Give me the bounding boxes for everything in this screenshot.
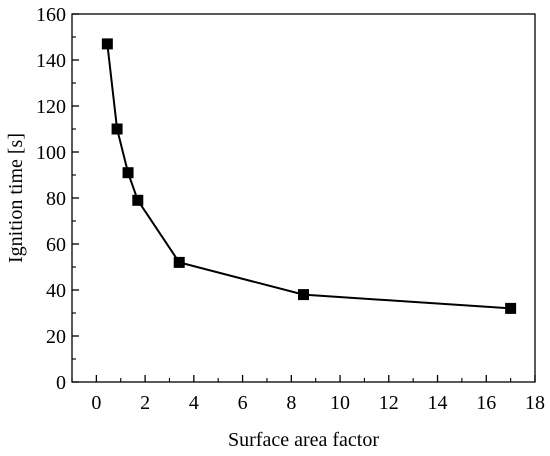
x-tick-label: 12 bbox=[379, 392, 399, 414]
y-axis-title: Ignition time [s] bbox=[5, 133, 27, 263]
x-tick-label: 8 bbox=[286, 392, 296, 414]
x-tick-label: 14 bbox=[428, 392, 448, 414]
data-point bbox=[132, 194, 144, 206]
y-tick-label: 140 bbox=[36, 50, 66, 72]
data-point bbox=[298, 289, 309, 301]
x-tick-label: 18 bbox=[525, 392, 545, 414]
y-tick-label: 20 bbox=[46, 326, 66, 348]
x-axis-ticks: 0 2 4 6 8 10 12 14 16 18 bbox=[71, 375, 545, 414]
plot-frame bbox=[71, 13, 536, 383]
data-point bbox=[505, 302, 517, 314]
y-tick-label: 40 bbox=[46, 280, 66, 302]
x-tick-label: 0 bbox=[91, 392, 101, 414]
x-tick-label: 16 bbox=[476, 392, 496, 414]
y-tick-label: 120 bbox=[36, 96, 66, 118]
x-tick-label: 6 bbox=[238, 392, 248, 414]
data-point bbox=[111, 123, 123, 135]
y-tick-label: 160 bbox=[36, 4, 66, 26]
data-point bbox=[101, 38, 113, 50]
y-axis-ticks: 0 20 40 60 80 100 120 140 160 bbox=[36, 4, 79, 394]
y-tick-label: 60 bbox=[46, 234, 66, 256]
data-point bbox=[173, 256, 185, 268]
y-tick-label: 0 bbox=[56, 372, 66, 394]
x-tick-label: 2 bbox=[140, 392, 150, 414]
x-axis-title: Surface area factor bbox=[228, 429, 379, 451]
y-tick-label: 100 bbox=[36, 142, 66, 164]
y-tick-label: 80 bbox=[46, 188, 66, 210]
data-point bbox=[122, 167, 134, 179]
series-layer bbox=[101, 38, 517, 314]
x-tick-label: 4 bbox=[189, 392, 199, 414]
series-line bbox=[106, 43, 511, 310]
x-tick-label: 10 bbox=[330, 392, 350, 414]
